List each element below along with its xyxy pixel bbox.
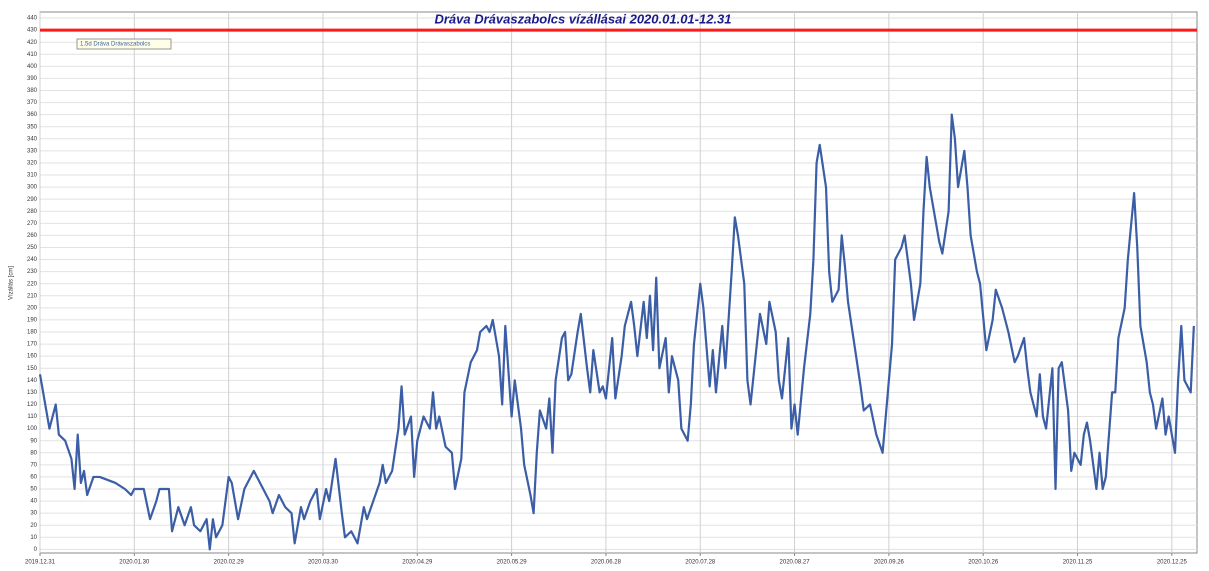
legend-label: 1.5d Dráva Drávaszabolcs <box>80 42 150 48</box>
y-tick-label: 290 <box>27 197 38 203</box>
y-tick-label: 10 <box>30 535 37 541</box>
y-tick-label: 260 <box>27 233 38 239</box>
y-tick-label: 440 <box>27 16 38 22</box>
x-tick-label: 2020.03.30 <box>308 560 339 566</box>
y-tick-label: 320 <box>27 161 38 167</box>
y-tick-label: 370 <box>27 100 38 106</box>
x-tick-label: 2020.04.29 <box>402 560 433 566</box>
y-tick-label: 220 <box>27 281 38 287</box>
y-tick-label: 300 <box>27 185 38 191</box>
y-tick-label: 420 <box>27 40 38 46</box>
y-tick-label: 150 <box>27 366 38 372</box>
y-tick-label: 250 <box>27 245 38 251</box>
y-tick-label: 400 <box>27 64 38 70</box>
data-line <box>38 113 1195 551</box>
y-tick-label: 340 <box>27 136 38 142</box>
x-tick-label: 2020.12.25 <box>1157 560 1188 566</box>
y-tick-label: 200 <box>27 305 38 311</box>
y-tick-label: 310 <box>27 173 38 179</box>
x-tick-label: 2019.12.31 <box>25 560 56 566</box>
legend: 1.5d Dráva Drávaszabolcs <box>76 38 172 50</box>
x-tick-label: 2020.07.28 <box>685 560 716 566</box>
y-tick-label: 40 <box>30 499 37 505</box>
y-tick-label: 360 <box>27 112 38 118</box>
x-tick-label: 2020.09.26 <box>874 560 905 566</box>
y-tick-label: 160 <box>27 354 38 360</box>
x-tick-label: 2020.01.30 <box>119 560 150 566</box>
y-tick-label: 180 <box>27 330 38 336</box>
y-tick-label: 280 <box>27 209 38 215</box>
y-tick-label: 170 <box>27 342 38 348</box>
y-tick-label: 90 <box>30 438 37 444</box>
y-tick-label: 140 <box>27 378 38 384</box>
x-tick-label: 2020.05.29 <box>497 560 528 566</box>
y-tick-label: 80 <box>30 450 37 456</box>
plot-area <box>39 11 1198 554</box>
y-tick-label: 210 <box>27 293 38 299</box>
x-tick-label: 2020.08.27 <box>780 560 811 566</box>
chart-title: Dráva Drávaszabolcs vízállásai 2020.01.0… <box>434 11 731 26</box>
x-tick-label: 2020.02.29 <box>214 560 245 566</box>
y-tick-label: 190 <box>27 318 38 324</box>
y-tick-label: 60 <box>30 475 37 481</box>
y-tick-label: 430 <box>27 28 38 34</box>
y-tick-label: 0 <box>34 547 38 553</box>
y-tick-label: 390 <box>27 76 38 82</box>
y-axis-label: Vízállás [cm] <box>9 266 15 300</box>
y-tick-label: 230 <box>27 269 38 275</box>
y-tick-label: 240 <box>27 257 38 263</box>
x-tick-label: 2020.11.25 <box>1063 560 1093 566</box>
y-tick-label: 120 <box>27 402 38 408</box>
y-tick-label: 50 <box>30 487 37 493</box>
y-tick-label: 30 <box>30 511 37 517</box>
x-tick-label: 2020.06.28 <box>591 560 622 566</box>
y-tick-label: 100 <box>27 426 38 432</box>
x-tick-label: 2020.10.26 <box>968 560 999 566</box>
lines <box>38 28 1197 551</box>
y-tick-label: 20 <box>30 523 37 529</box>
y-tick-label: 130 <box>27 390 38 396</box>
y-tick-label: 410 <box>27 52 38 58</box>
y-tick-label: 70 <box>30 462 37 468</box>
y-tick-label: 350 <box>27 124 38 130</box>
y-tick-label: 330 <box>27 148 38 154</box>
y-tick-label: 110 <box>27 414 37 420</box>
y-tick-label: 270 <box>27 221 38 227</box>
y-tick-label: 380 <box>27 88 38 94</box>
legend-box <box>76 38 172 50</box>
